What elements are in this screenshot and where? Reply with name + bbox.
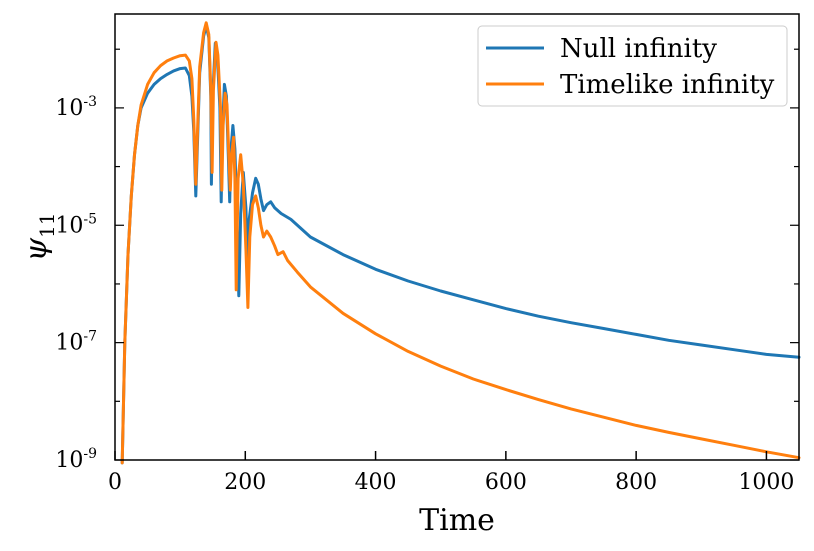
x-tick-label: 1000	[738, 470, 794, 495]
y-axis-title: ψ11	[19, 213, 59, 262]
x-tick-label: 0	[108, 470, 122, 495]
legend-label-null-infinity: Null infinity	[560, 34, 717, 64]
x-tick-label: 800	[615, 470, 657, 495]
y-tick-label: 10-3	[55, 94, 97, 121]
legend-box	[477, 25, 788, 107]
x-tick-label: 200	[224, 470, 266, 495]
x-tick-label: 400	[355, 470, 397, 495]
legend: Null infinity Timelike infinity	[477, 25, 788, 107]
y-tick-label: 10-9	[55, 446, 97, 473]
plot-frame	[114, 13, 800, 461]
y-tick-label: 10-5	[55, 211, 97, 238]
legend-label-timelike-infinity: Timelike infinity	[560, 70, 775, 100]
x-axis-title: Time	[419, 503, 495, 538]
series-layer	[120, 21, 801, 465]
series-line-timelike-infinity	[120, 21, 801, 465]
y-tick-label: 10-7	[55, 329, 97, 356]
x-tick-label: 600	[485, 470, 527, 495]
tick-layer: 0 200 400 600 800 1000 10-9 10-7 10-5 10-3	[55, 48, 799, 495]
